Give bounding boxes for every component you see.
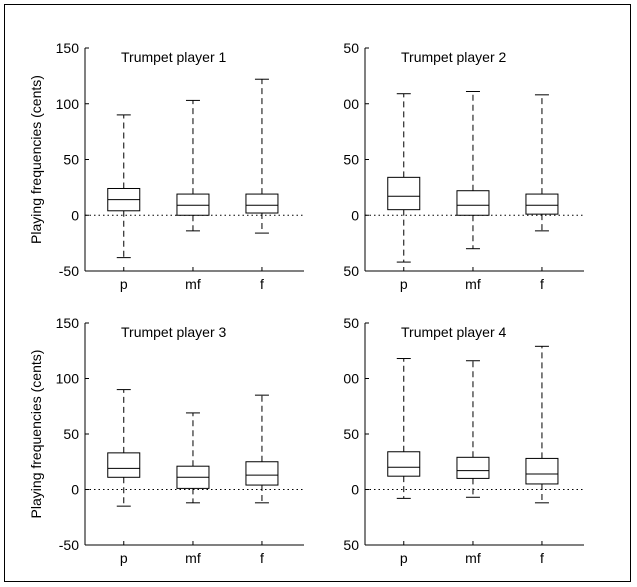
panel-title: Trumpet player 1 xyxy=(121,49,227,65)
box-iqr xyxy=(387,451,421,477)
y-tick-label: 0 xyxy=(71,207,79,223)
y-tick-label: -50 xyxy=(59,263,79,279)
panel-title: Trumpet player 3 xyxy=(121,324,227,340)
panel-title: Trumpet player 4 xyxy=(401,324,507,340)
x-tick-label: mf xyxy=(185,276,201,292)
y-tick-label: 100 xyxy=(56,96,80,112)
y-tick-label: 50 xyxy=(63,426,79,442)
y-tick-label: -50 xyxy=(59,537,79,553)
y-axis-title: Playing frequencies (cents) xyxy=(28,75,44,244)
box-iqr xyxy=(456,190,490,216)
x-tick-label: mf xyxy=(465,276,481,292)
box-iqr xyxy=(107,452,141,478)
y-tick-label: 0 xyxy=(71,482,79,498)
y-tick-label: 00 xyxy=(343,96,359,112)
y-tick-label: 50 xyxy=(343,263,359,279)
y-tick-label: 50 xyxy=(343,537,359,553)
figure-frame xyxy=(4,4,631,582)
x-tick-label: f xyxy=(540,276,544,292)
y-tick-label: 0 xyxy=(351,482,359,498)
box-iqr xyxy=(176,193,210,216)
y-axis-title: Playing frequencies (cents) xyxy=(28,350,44,519)
box-iqr xyxy=(387,176,421,211)
y-tick-label: 50 xyxy=(343,426,359,442)
x-tick-label: f xyxy=(260,550,264,566)
box-iqr xyxy=(525,193,559,215)
x-tick-label: mf xyxy=(185,550,201,566)
x-tick-label: mf xyxy=(465,550,481,566)
box-iqr xyxy=(245,193,279,214)
x-tick-label: f xyxy=(540,550,544,566)
panel-title: Trumpet player 2 xyxy=(401,49,507,65)
y-tick-label: 00 xyxy=(343,371,359,387)
y-tick-label: 150 xyxy=(56,40,80,56)
y-tick-label: 50 xyxy=(63,152,79,168)
x-tick-label: p xyxy=(400,276,408,292)
x-tick-label: f xyxy=(260,276,264,292)
y-tick-label: 0 xyxy=(351,207,359,223)
y-tick-label: 50 xyxy=(343,152,359,168)
y-tick-label: 150 xyxy=(56,315,80,331)
y-tick-label: 100 xyxy=(56,371,80,387)
y-tick-label: 50 xyxy=(343,40,359,56)
x-tick-label: p xyxy=(120,276,128,292)
box-iqr xyxy=(456,456,490,479)
x-tick-label: p xyxy=(400,550,408,566)
box-iqr xyxy=(525,457,559,485)
x-tick-label: p xyxy=(120,550,128,566)
y-tick-label: 50 xyxy=(343,315,359,331)
box-iqr xyxy=(245,461,279,486)
